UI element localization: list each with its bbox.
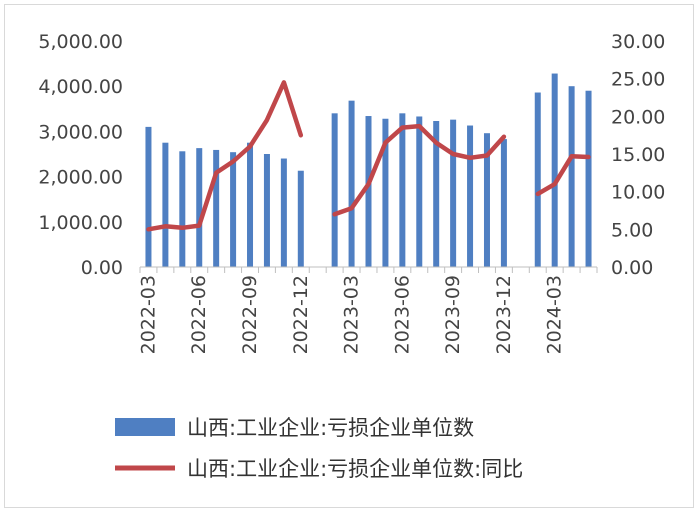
y-right-tick-label: 30.00: [611, 31, 665, 53]
bar: [348, 100, 355, 267]
legend-bar-label: 山西:工业企业:亏损企业单位数: [187, 416, 474, 440]
line-series-segment: [332, 123, 507, 217]
bar: [145, 126, 152, 267]
x-tick-label: 2022-03: [137, 275, 159, 354]
x-tick-label: 2022-12: [290, 275, 312, 354]
y-left-tick-label: 5,000.00: [38, 31, 123, 53]
bar: [297, 170, 304, 267]
x-tick-label: 2023-12: [493, 275, 515, 354]
x-tick-label: 2022-09: [239, 275, 261, 354]
line-series-segment: [146, 80, 304, 232]
x-tick-label: 2022-06: [188, 275, 210, 354]
y-right-tick-label: 0.00: [611, 257, 653, 279]
y-left-tick-label: 1,000.00: [38, 212, 123, 234]
y-left-tick-label: 3,000.00: [38, 121, 123, 143]
y-right-tick-label: 5.00: [611, 219, 653, 241]
bar: [551, 73, 558, 267]
line-series-segment: [535, 154, 591, 197]
bar: [196, 148, 203, 267]
y-right-tick-label: 10.00: [611, 182, 665, 204]
x-tick-label: 2023-09: [442, 275, 464, 354]
bar: [382, 118, 389, 267]
bar: [483, 133, 490, 267]
bar: [433, 121, 440, 267]
x-tick-label: 2024-03: [544, 275, 566, 354]
y-left-tick-label: 2,000.00: [38, 167, 123, 189]
y-left-tick-label: 0.00: [81, 257, 123, 279]
chart-frame: 0.00 1,000.00 2,000.00 3,000.00 4,000.00 5,00…: [4, 4, 694, 508]
y-right-tick-label: 25.00: [611, 69, 665, 91]
bar: [230, 152, 237, 267]
chart-svg: 0.00 1,000.00 2,000.00 3,000.00 4,000.00 5,00…: [38, 31, 665, 481]
legend-bar-swatch: [115, 418, 175, 436]
bar: [416, 116, 423, 267]
bar: [331, 113, 338, 267]
bar: [585, 90, 592, 267]
bar: [365, 116, 372, 267]
bar: [179, 151, 186, 267]
bar: [213, 149, 220, 267]
y-left-tick-label: 4,000.00: [38, 76, 123, 98]
x-tick-label: 2023-03: [341, 275, 363, 354]
bar: [263, 154, 270, 267]
bar: [162, 142, 169, 267]
bar: [280, 158, 287, 267]
x-tick-label: 2023-06: [391, 275, 413, 354]
bar: [450, 119, 457, 267]
legend-line-label: 山西:工业企业:亏损企业单位数:同比: [187, 457, 523, 481]
bar: [534, 92, 541, 267]
bar: [247, 142, 254, 267]
bar: [500, 139, 507, 267]
bar: [467, 125, 474, 267]
bar: [568, 86, 575, 267]
bar: [399, 113, 406, 267]
y-right-tick-label: 20.00: [611, 106, 665, 128]
y-right-tick-label: 15.00: [611, 144, 665, 166]
